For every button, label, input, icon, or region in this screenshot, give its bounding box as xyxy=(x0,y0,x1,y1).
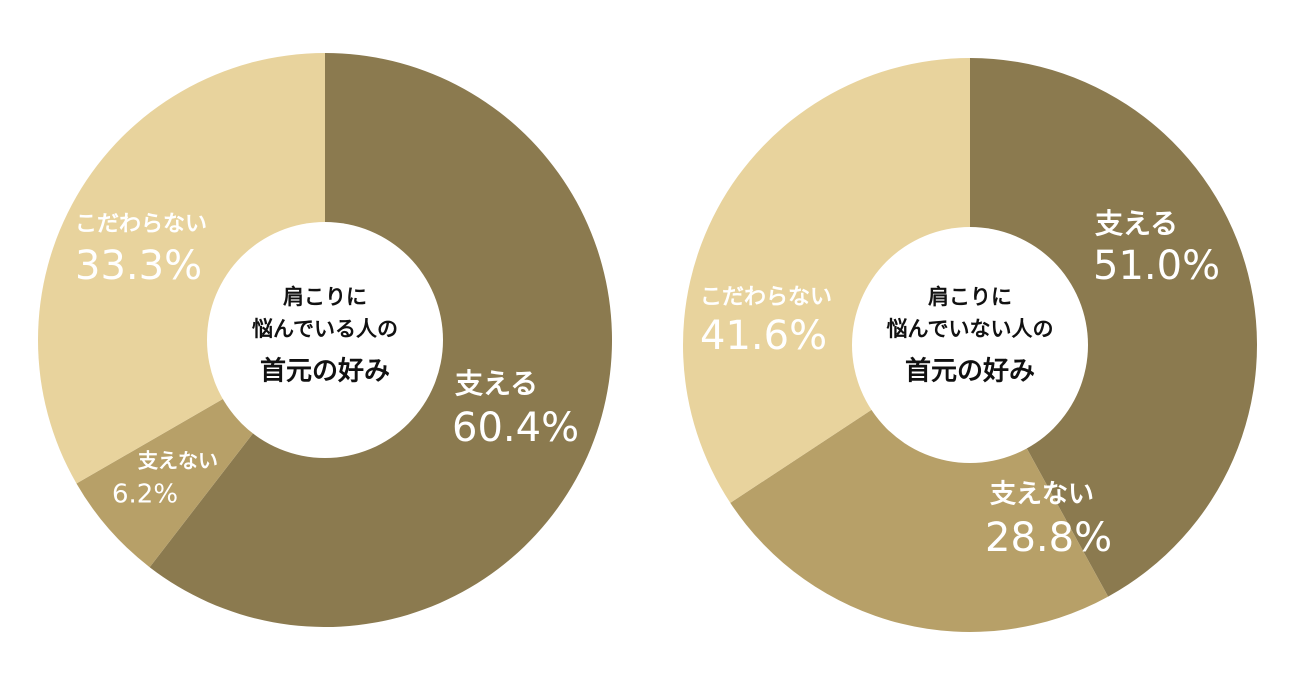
pie-slice xyxy=(730,345,1109,632)
center-title: 首元の好み xyxy=(905,356,1035,387)
slice-label: こだわらない xyxy=(75,212,207,237)
donut-hole xyxy=(852,227,1088,463)
center-title: 悩んでいない人の xyxy=(887,317,1054,341)
slice-label: こだわらない xyxy=(700,285,832,310)
value-label: 33.3% xyxy=(75,243,202,289)
center-title: 悩んでいる人の xyxy=(252,317,398,341)
donut-hole xyxy=(207,222,443,458)
pie-slice xyxy=(970,58,1257,597)
value-label: 41.6% xyxy=(700,313,827,359)
center-title: 肩こりに xyxy=(928,285,1012,309)
value-label: 51.0% xyxy=(1093,243,1220,289)
slice-label: 支えない xyxy=(138,449,218,473)
value-label: 28.8% xyxy=(985,515,1112,561)
value-label: 6.2% xyxy=(112,480,178,510)
slice-label: 支える xyxy=(1095,207,1178,240)
value-label: 60.4% xyxy=(452,405,579,451)
center-title: 首元の好み xyxy=(260,356,390,387)
slice-label: 支える xyxy=(455,367,538,400)
slice-label: 支えない xyxy=(990,480,1094,510)
center-title: 肩こりに xyxy=(283,285,367,309)
